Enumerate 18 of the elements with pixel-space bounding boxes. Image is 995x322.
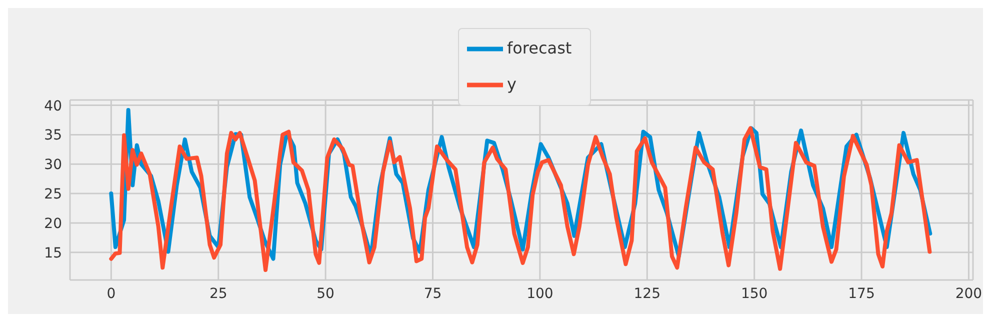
y-tick-label: 40	[44, 98, 62, 114]
y-tick-label: 35	[44, 128, 62, 144]
y-tick-label: 25	[44, 186, 62, 202]
x-tick-label: 125	[634, 286, 660, 302]
y-tick-label: 30	[44, 157, 62, 174]
legend-label: y	[507, 74, 516, 94]
x-tick-label: 200	[955, 286, 982, 302]
y-tick-label: 20	[44, 216, 62, 232]
line-series	[109, 126, 932, 272]
y-tick-label: 15	[44, 245, 62, 262]
legend-label: forecast	[507, 38, 572, 58]
x-tick-label: 150	[740, 286, 768, 302]
x-tick-label: 25	[209, 286, 228, 302]
x-tick-label: 75	[424, 286, 442, 302]
x-tick-label: 175	[848, 286, 875, 302]
x-tick-label: 50	[316, 286, 334, 302]
x-tick-label: 100	[526, 286, 554, 302]
x-tick-label: 0	[106, 286, 116, 302]
